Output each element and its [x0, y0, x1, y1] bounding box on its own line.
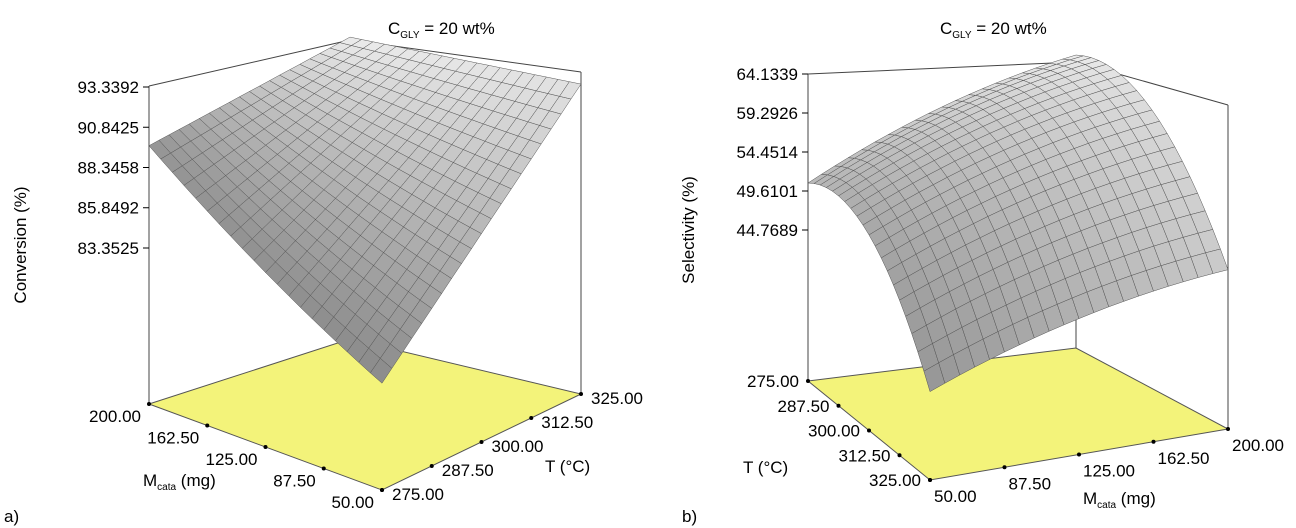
panel-a-title: CGLY = 20 wt% [388, 19, 495, 41]
panel-a-ytick-label: 275.00 [392, 485, 444, 504]
panel-b-surface [807, 54, 1229, 392]
panel-a-ytick-label: 287.50 [442, 461, 494, 480]
panel-a-xtick-label: 87.50 [273, 472, 316, 491]
panel-a-xtick-label: 162.50 [147, 429, 199, 448]
panel-b-xtick-mark [928, 478, 932, 482]
panel-b-ytick-label: 275.00 [747, 372, 799, 391]
panel-a-ytick-mark [429, 464, 434, 468]
panel-b-ytick-mark [806, 379, 810, 383]
panel-b-ytick-mark [867, 428, 871, 433]
panel-b-xtick-mark [1151, 439, 1156, 444]
panel-b-xtick-mark [1002, 465, 1007, 470]
panel-b-ytick-mark [836, 403, 841, 408]
panel-b-ytick-label: 300.00 [808, 422, 860, 441]
panel-b-xtick-label: 162.50 [1158, 449, 1210, 468]
panel-b-ytick-label: 287.50 [778, 397, 830, 416]
panel-b-ytick-mark [897, 453, 902, 458]
panel-a-ytick-mark [380, 488, 384, 492]
panel-a-surface-cell [559, 81, 582, 100]
panel-b-ztick-label: 44.7689 [737, 221, 798, 240]
panel-b-axes: 64.1339 59.2926 54.4514 49.6101 44.7689 275.0… [737, 65, 1284, 506]
panel-a-ytick-mark [479, 440, 484, 444]
panel-a-ytick-mark [529, 416, 534, 420]
panel-a-ztick-label: 83.3525 [78, 239, 139, 258]
panel-b-xtick-label: 87.50 [1009, 474, 1052, 493]
panel-a-ztick-label: 90.8425 [78, 118, 139, 137]
panel-a-label: a) [4, 507, 19, 526]
panel-b-surface-cell [1205, 248, 1229, 274]
panel-b-ztick-label: 59.2926 [737, 104, 798, 123]
panel-b-label: b) [682, 507, 697, 526]
panel-b-zlabel: Selectivity (%) [679, 176, 698, 284]
panel-b: CGLY = 20 wt% 64.1339 59.2926 54.4514 49.61… [679, 19, 1284, 526]
panel-a-xlabel: Mcata (mg) [143, 471, 216, 493]
panel-b-ytick-label: 325.00 [869, 471, 921, 490]
panel-a-zlabel: Conversion (%) [11, 186, 30, 303]
panel-b-ztick-label: 54.4514 [737, 143, 798, 162]
panel-a: CGLY = 20 wt% 93.3392 90.8425 88.3458 85.84… [4, 19, 643, 526]
panel-b-xlabel: Mcata (mg) [1083, 489, 1156, 511]
panel-b-ztick-label: 49.6101 [737, 182, 798, 201]
panel-a-ytick-mark [579, 392, 583, 396]
panel-a-ztick-label: 93.3392 [78, 78, 139, 97]
panel-b-xtick-label: 50.00 [934, 487, 977, 506]
panel-b-title: CGLY = 20 wt% [940, 19, 1047, 41]
panel-a-xtick-label: 200.00 [89, 407, 141, 426]
panel-b-xtick-label: 125.00 [1083, 462, 1135, 481]
panel-a-xtick-mark [321, 466, 326, 471]
panel-a-xtick-mark [263, 445, 268, 449]
panel-a-xtick-label: 50.00 [331, 493, 374, 512]
panel-a-xtick-label: 125.00 [206, 450, 258, 469]
panel-b-ylabel: T (°C) [743, 458, 788, 477]
panel-a-xtick-mark [205, 423, 210, 428]
panel-a-surface [148, 36, 582, 384]
panel-a-ztick-label: 88.3458 [78, 159, 139, 178]
panel-b-xtick-mark [1226, 427, 1230, 431]
panel-b-xtick-mark [1077, 452, 1081, 457]
panel-b-ztick-label: 64.1339 [737, 65, 798, 84]
panel-a-ytick-label: 312.50 [541, 413, 593, 432]
panel-a-axes: 93.3392 90.8425 88.3458 85.8492 83.3525 200.0… [78, 78, 643, 512]
panel-a-ztick-label: 85.8492 [78, 199, 139, 218]
panel-a-ytick-label: 325.00 [591, 389, 643, 408]
panel-b-ytick-label: 312.50 [839, 446, 891, 465]
panel-a-ylabel: T (°C) [545, 457, 590, 476]
panel-a-ytick-label: 300.00 [492, 437, 544, 456]
panel-a-xtick-mark [147, 402, 151, 406]
panel-b-xtick-label: 200.00 [1232, 436, 1284, 455]
